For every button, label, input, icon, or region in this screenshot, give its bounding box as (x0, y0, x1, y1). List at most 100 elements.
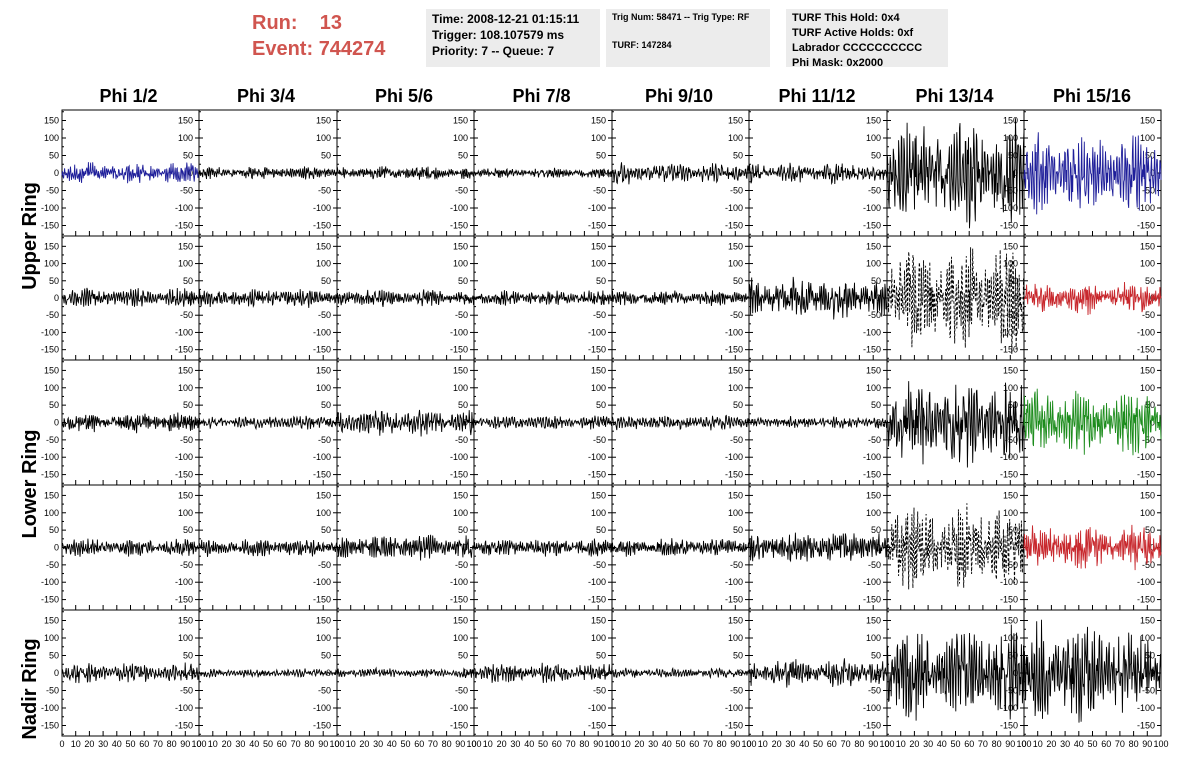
y-tick-label: -150 (175, 345, 193, 355)
y-tick-label: -50 (318, 310, 331, 320)
y-tick-label: -100 (450, 203, 468, 213)
y-tick-label: 0 (876, 168, 881, 178)
y-tick-label: 100 (591, 633, 606, 643)
y-tick-label: 150 (591, 490, 606, 500)
x-tick-label: 20 (634, 739, 644, 749)
y-tick-label: -100 (1137, 327, 1155, 337)
y-tick-label: -150 (1000, 721, 1018, 731)
x-tick-label: 20 (497, 739, 507, 749)
y-tick-label: -100 (175, 703, 193, 713)
y-tick-label: -50 (46, 435, 59, 445)
waveform-trace (886, 503, 1025, 590)
y-tick-label: -150 (450, 595, 468, 605)
y-tick-label: 0 (601, 418, 606, 428)
y-tick-label: 150 (44, 116, 59, 126)
y-tick-label: -150 (41, 470, 59, 480)
y-tick-label: -50 (318, 686, 331, 696)
y-tick-label: 150 (453, 616, 468, 626)
column-header-phi-9-10: Phi 9/10 (644, 86, 714, 106)
turf-hold-line: TURF This Hold: 0x4 (792, 12, 900, 24)
y-tick-label: 100 (178, 383, 193, 393)
y-tick-label: 150 (453, 241, 468, 251)
run-event-block: Run: 13 Event: 744274 (252, 10, 385, 62)
x-tick-label: 20 (909, 739, 919, 749)
y-tick-label: 0 (54, 168, 59, 178)
y-tick-label: -150 (1000, 595, 1018, 605)
y-tick-label: 100 (316, 633, 331, 643)
y-tick-label: -100 (41, 203, 59, 213)
y-tick-label: 100 (44, 133, 59, 143)
y-tick-label: 50 (871, 525, 881, 535)
y-tick-label: 0 (54, 668, 59, 678)
x-tick-label: 80 (717, 739, 727, 749)
y-tick-label: -150 (175, 721, 193, 731)
y-tick-label: 150 (1140, 241, 1155, 251)
y-tick-label: 100 (728, 133, 743, 143)
y-tick-label: -50 (180, 686, 193, 696)
y-tick-label: -50 (868, 186, 881, 196)
y-tick-label: -50 (730, 686, 743, 696)
y-tick-label: 100 (728, 508, 743, 518)
y-tick-label: -50 (46, 686, 59, 696)
waveform-trace (1023, 388, 1162, 456)
column-header-phi-7-8: Phi 7/8 (512, 86, 571, 106)
y-tick-label: 150 (866, 116, 881, 126)
x-tick-label: 80 (442, 739, 452, 749)
y-tick-label: 50 (458, 651, 468, 661)
x-tick-label: 50 (1087, 739, 1097, 749)
x-tick-label: 80 (167, 739, 177, 749)
turf-info-box: TURF This Hold: 0x4 TURF Active Holds: 0… (786, 9, 948, 69)
y-tick-label: -50 (180, 435, 193, 445)
y-tick-label: -100 (313, 452, 331, 462)
y-tick-label: 100 (728, 259, 743, 269)
x-tick-label: 0 (884, 739, 889, 749)
y-tick-label: -50 (593, 560, 606, 570)
y-tick-label: -150 (725, 595, 743, 605)
y-tick-label: -100 (313, 577, 331, 587)
x-tick-label: 0 (746, 739, 751, 749)
y-tick-label: 100 (316, 259, 331, 269)
y-tick-label: -100 (725, 577, 743, 587)
y-tick-label: -50 (1005, 435, 1018, 445)
y-tick-label: 100 (44, 508, 59, 518)
y-tick-label: -150 (588, 470, 606, 480)
waveform-trace (886, 118, 1025, 229)
waveform-trace (611, 162, 750, 185)
y-tick-label: 100 (1003, 633, 1018, 643)
column-header-phi-5-6: Phi 5/6 (374, 86, 434, 106)
y-tick-label: -100 (313, 327, 331, 337)
y-tick-label: -100 (41, 577, 59, 587)
waveform-trace (748, 658, 888, 688)
y-tick-label: -150 (41, 595, 59, 605)
y-tick-label: -50 (180, 186, 193, 196)
waveform-trace (198, 668, 338, 679)
waveform-trace (198, 539, 338, 557)
waveform-trace (886, 624, 1025, 721)
x-tick-label: 80 (854, 739, 864, 749)
y-tick-label: -150 (1137, 721, 1155, 731)
y-tick-label: 50 (321, 151, 331, 161)
y-tick-label: -50 (868, 435, 881, 445)
y-tick-label: -100 (588, 703, 606, 713)
y-tick-label: -150 (450, 221, 468, 231)
y-tick-label: 150 (1003, 616, 1018, 626)
y-tick-label: 150 (1003, 116, 1018, 126)
y-tick-label: 50 (458, 400, 468, 410)
y-tick-label: 50 (733, 276, 743, 286)
y-tick-label: 0 (54, 293, 59, 303)
y-tick-label: -150 (1137, 345, 1155, 355)
y-tick-label: 100 (1140, 133, 1155, 143)
y-tick-label: 100 (591, 508, 606, 518)
x-tick-label: 40 (1074, 739, 1084, 749)
y-tick-label: 150 (453, 365, 468, 375)
y-tick-label: -100 (725, 327, 743, 337)
